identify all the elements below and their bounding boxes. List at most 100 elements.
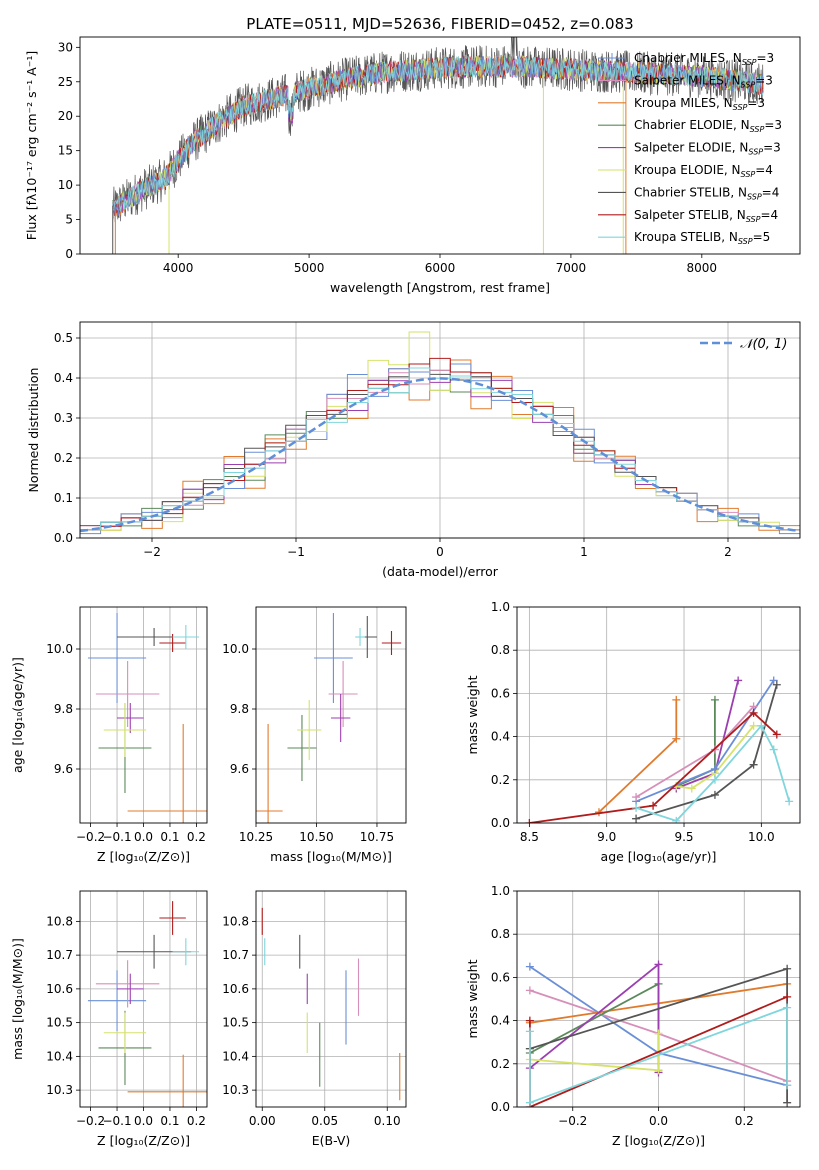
y-tick-label: 0.4 xyxy=(491,730,510,744)
weight-point-chab_stelib xyxy=(783,964,792,973)
x-axis-label: E(B-V) xyxy=(312,1133,351,1148)
x-tick-label: 0.1 xyxy=(160,830,179,844)
x-tick-label: 0.2 xyxy=(187,830,206,844)
y-tick-label: 20 xyxy=(58,109,73,123)
spectrum-line-krou_stelib xyxy=(112,55,764,213)
y-axis-label: mass [log₁₀(M/M⊙)] xyxy=(10,938,25,1060)
y-tick-label: 10.8 xyxy=(46,914,73,928)
x-tick-label: 9.5 xyxy=(674,830,693,844)
weight-point-salp_elodie xyxy=(734,676,743,685)
x-axis-label: Z [log₁₀(Z/Z⊙)] xyxy=(612,1133,705,1148)
y-tick-label: 5 xyxy=(65,213,73,227)
y-tick-label: 0.6 xyxy=(491,686,510,700)
weight-point-chab_elodie xyxy=(710,695,719,704)
figure-title: PLATE=0511, MJD=52636, FIBERID=0452, z=0… xyxy=(246,15,633,33)
y-tick-label: 0.6 xyxy=(491,970,510,984)
weight-point-krou_stelib xyxy=(525,1027,534,1036)
y-tick-label: 10.3 xyxy=(46,1083,73,1097)
y-tick-label: 9.8 xyxy=(54,702,73,716)
panel-age_vs_mass: 10.25 10.50 10.75 9.6 9.8 10.0 mass [log₁₀(M/M… xyxy=(222,606,407,864)
weight-point-krou_stelib xyxy=(710,775,719,784)
legend-entry: Kroupa ELODIE, NSSP=4 xyxy=(634,163,773,179)
y-tick-label: 10.0 xyxy=(222,642,249,656)
axes-frame xyxy=(79,890,208,1108)
weight-point-chab_stelib xyxy=(783,1098,792,1107)
legend-marker xyxy=(607,75,617,86)
x-tick-label: 0.2 xyxy=(735,1114,754,1128)
y-tick-label: 0.0 xyxy=(54,531,73,545)
weight-point-salp_miles xyxy=(632,793,641,802)
weight-point-salp_stelib xyxy=(783,992,792,1001)
plot-area xyxy=(525,960,792,1107)
weight-point-salp_miles xyxy=(525,986,534,995)
weight-point-chab_miles xyxy=(525,962,534,971)
y-tick-label: 10.7 xyxy=(222,948,249,962)
legend-entry: Kroupa MILES, NSSP=3 xyxy=(634,96,765,112)
weight-point-krou_stelib xyxy=(785,797,794,806)
y-tick-label: 0.0 xyxy=(491,816,510,830)
y-tick-label: 0.3 xyxy=(54,411,73,425)
y-tick-label: 0.1 xyxy=(54,491,73,505)
weight-line-krou_stelib xyxy=(635,724,791,822)
legend-entry: Salpeter ELODIE, NSSP=3 xyxy=(634,141,781,157)
y-axis-label: mass weight xyxy=(465,959,480,1038)
weight-point-salp_stelib xyxy=(649,801,658,810)
x-tick-label: 10.0 xyxy=(748,830,775,844)
weight-point-salp_stelib xyxy=(525,1016,534,1025)
y-tick-label: 25 xyxy=(58,75,73,89)
x-tick-label: 9.0 xyxy=(597,830,616,844)
weight-point-krou_stelib xyxy=(783,1003,792,1012)
weight-point-krou_elodie xyxy=(687,784,696,793)
y-tick-label: 10.6 xyxy=(222,982,249,996)
weight-point-salp_stelib xyxy=(749,708,758,717)
y-tick-label: 10.7 xyxy=(46,948,73,962)
panel-massweight_vs_age: 8.5 9.0 9.5 10.0 0.0 0.2 0.4 0.6 0.8 1.0 age [log₁… xyxy=(465,600,801,864)
y-axis-label: Flux [fλ10⁻¹⁷ erg cm⁻² s⁻¹ A⁻¹] xyxy=(24,51,39,240)
axes-frame xyxy=(516,890,801,1108)
x-tick-label: 0 xyxy=(436,545,444,559)
x-tick-label: 2 xyxy=(724,545,732,559)
legend-entry: Salpeter STELIB, NSSP=4 xyxy=(634,208,778,224)
weight-point-krou_miles xyxy=(672,734,681,743)
spectrum-line-chab_miles xyxy=(112,55,764,218)
y-tick-label: 0.4 xyxy=(54,371,73,385)
y-tick-label: 1.0 xyxy=(491,884,510,898)
axes-frame xyxy=(255,890,407,1108)
x-tick-label: 4000 xyxy=(163,261,194,275)
x-tick-label: 1 xyxy=(580,545,588,559)
weight-line-salp_miles xyxy=(635,705,755,798)
legend-entry: Chabrier ELODIE, NSSP=3 xyxy=(634,118,782,134)
x-tick-label: 0.0 xyxy=(134,830,153,844)
y-tick-label: 10 xyxy=(58,178,73,192)
axes-frame xyxy=(79,321,801,539)
x-axis-label: (data-model)/error xyxy=(382,564,499,579)
weight-point-krou_stelib xyxy=(769,745,778,754)
weight-point-krou_stelib xyxy=(525,1098,534,1107)
axes-frame xyxy=(79,36,801,255)
axes-frame xyxy=(516,606,801,824)
weight-point-chab_stelib xyxy=(710,790,719,799)
plot-area xyxy=(525,676,794,823)
legend: 𝒩(0, 1) xyxy=(700,337,787,352)
weight-point-chab_stelib xyxy=(772,680,781,689)
legend-entry: Kroupa STELIB, NSSP=5 xyxy=(634,230,770,246)
weight-point-krou_miles xyxy=(672,695,681,704)
legend-entry: Chabrier MILES, NSSP=3 xyxy=(634,51,774,67)
y-tick-label: 0.2 xyxy=(491,773,510,787)
x-tick-label: 8000 xyxy=(687,261,718,275)
weight-point-krou_elodie xyxy=(749,721,758,730)
legend: Chabrier MILES, NSSP=3 Salpeter MILES, NS… xyxy=(598,51,782,246)
legend-entry: Chabrier STELIB, NSSP=4 xyxy=(634,185,779,201)
weight-line-salp_stelib xyxy=(529,711,778,823)
y-tick-label: 0.5 xyxy=(54,331,73,345)
panel-massweight_vs_Z: −0.2 0.0 0.2 0.0 0.2 0.4 0.6 0.8 1.0 Z [log₁₀(Z/Z… xyxy=(465,884,801,1148)
x-tick-label: −0.1 xyxy=(102,830,131,844)
x-axis-label: age [log₁₀(age/yr)] xyxy=(601,849,717,864)
panel-mass_vs_Z: −0.2−0.1 0.0 0.1 0.2 10.3 10.4 10.5 10.6 10.7 10.… xyxy=(10,890,208,1148)
x-axis-label: Z [log₁₀(Z/Z⊙)] xyxy=(97,849,190,864)
plot-area xyxy=(256,613,402,823)
plot-area xyxy=(261,907,401,1101)
weight-point-chab_miles xyxy=(769,676,778,685)
x-tick-label: 6000 xyxy=(425,261,456,275)
